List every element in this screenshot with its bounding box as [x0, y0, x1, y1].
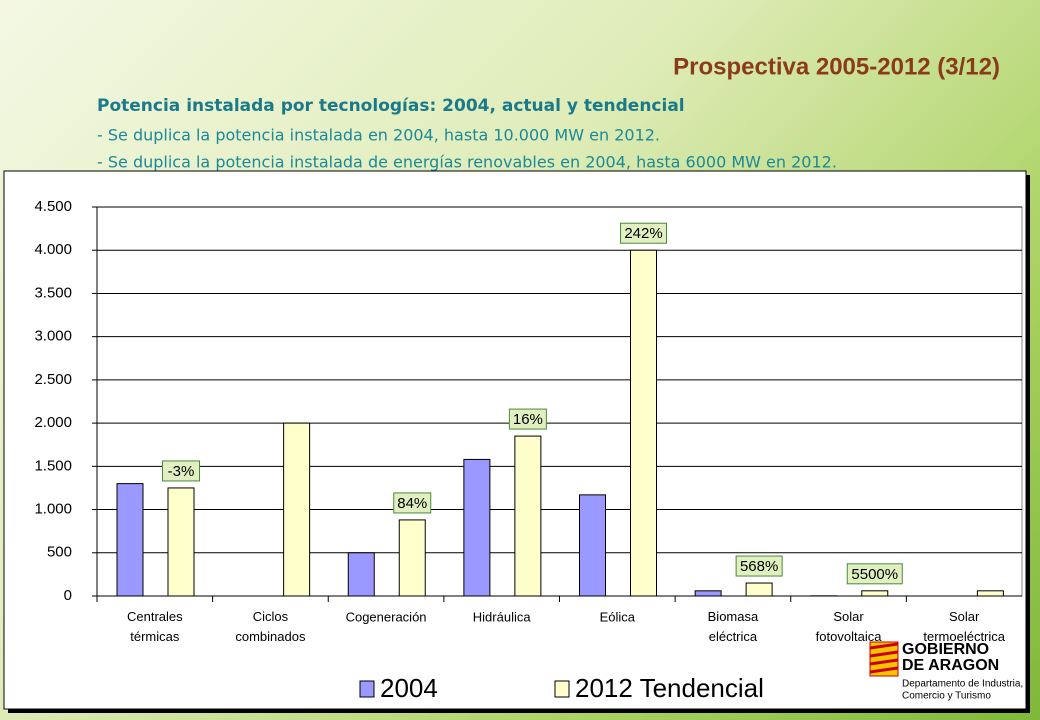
bar	[861, 590, 889, 597]
bar	[283, 422, 311, 597]
legend-label: 2004	[380, 673, 438, 703]
logo-stripe	[869, 650, 899, 658]
logo-stripe	[869, 642, 899, 650]
x-tick-label: Centrales térmicas	[127, 609, 183, 644]
x-tick-label: Eólica	[600, 609, 636, 624]
growth-label-box	[846, 563, 903, 585]
x-tick-label-line: Biomasa	[708, 609, 759, 624]
x-tick-label-line: Ciclos	[253, 609, 289, 624]
growth-label-box	[508, 408, 547, 430]
bar	[976, 590, 1004, 597]
y-tick-label: 1.500	[34, 457, 72, 474]
y-tick-label: 4.000	[34, 241, 72, 258]
bar	[694, 590, 722, 597]
growth-label-box	[393, 492, 432, 514]
x-tick-label-line: Solar	[833, 609, 864, 624]
logo-name: GOBIERNO	[902, 641, 989, 658]
y-tick-label: 0	[64, 587, 72, 604]
logo-stripe	[869, 658, 899, 666]
y-tick-label: 3.500	[34, 284, 72, 301]
x-tick-label-line: Centrales	[127, 609, 183, 624]
legend-label: 2012 Tendencial	[575, 673, 764, 703]
subtitle: Potencia instalada por tecnologías: 2004…	[97, 96, 685, 116]
bar	[167, 487, 195, 597]
x-tick-label-line: combinados	[235, 629, 306, 644]
x-tick-label-line: Solar	[949, 609, 980, 624]
bar	[347, 552, 375, 597]
growth-label-box	[162, 460, 200, 482]
note: - Se duplica la potencia instalada en 20…	[97, 126, 660, 145]
bar	[514, 435, 542, 597]
growth-label: 84%	[397, 495, 427, 512]
growth-label: 5500%	[851, 566, 898, 583]
plot-area	[96, 206, 1023, 597]
y-tick-label: 3.000	[34, 328, 72, 345]
x-tick-label: Solar termoeléctrica	[923, 609, 1005, 644]
growth-label: 16%	[513, 411, 543, 428]
logo-department: Comercio y Turismo	[902, 691, 991, 702]
bar	[463, 458, 491, 597]
x-tick-label: Cogeneración	[346, 609, 427, 624]
logo-name: DE ARAGON	[902, 657, 999, 674]
bar	[116, 483, 144, 597]
growth-label: 568%	[740, 558, 778, 575]
y-tick-label: 2.500	[34, 371, 72, 388]
x-tick-label: Solar fotovoltaica	[816, 609, 883, 644]
x-tick-label-line: eléctrica	[709, 629, 758, 644]
bar	[630, 249, 657, 597]
x-tick-label: Biomasa eléctrica	[708, 609, 759, 644]
logo-department: Departamento de Industria,	[902, 679, 1023, 690]
x-tick-label: Ciclos combinados	[235, 609, 306, 644]
logo-stripe	[869, 666, 899, 674]
legend-swatch	[554, 680, 570, 698]
bar	[579, 494, 606, 597]
y-tick-label: 2.000	[34, 414, 72, 431]
growth-label-box	[735, 555, 783, 577]
x-tick-label-line: térmicas	[130, 629, 180, 644]
x-tick-label-line: fotovoltaica	[816, 629, 883, 644]
x-tick-label: Hidráulica	[473, 609, 532, 624]
y-tick-label: 4.500	[34, 198, 72, 215]
growth-label-box	[620, 222, 667, 244]
growth-label: 242%	[624, 225, 662, 242]
growth-label: -3%	[168, 463, 195, 480]
y-tick-label: 1.000	[34, 501, 72, 518]
y-tick-label: 500	[47, 544, 72, 561]
x-tick-label-line: termoeléctrica	[923, 629, 1005, 644]
legend-swatch	[359, 680, 375, 698]
note: - Se duplica la potencia instalada de en…	[97, 153, 837, 172]
title: Prospectiva 2005-2012 (3/12)	[673, 53, 1000, 80]
bar	[745, 582, 773, 597]
bar	[398, 519, 426, 597]
